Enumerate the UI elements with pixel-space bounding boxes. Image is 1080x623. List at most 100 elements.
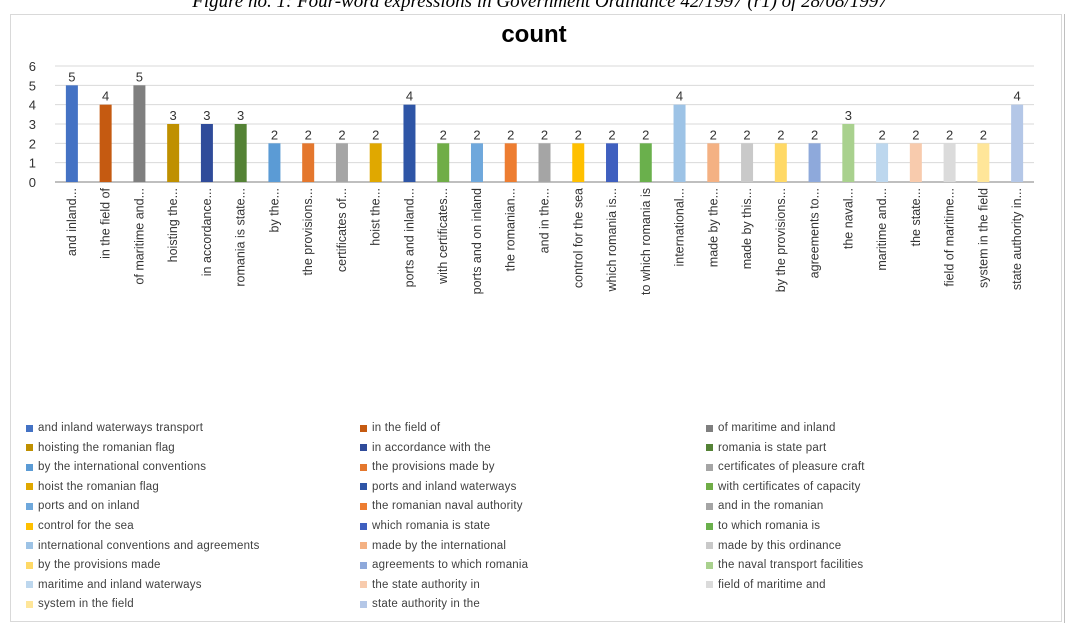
legend-swatch bbox=[360, 502, 367, 510]
x-tick-label: the state... bbox=[909, 188, 923, 246]
legend-item: control for the sea bbox=[26, 517, 134, 535]
bar bbox=[335, 143, 348, 182]
bar bbox=[437, 143, 450, 182]
y-tick-label: 5 bbox=[29, 78, 36, 93]
legend-item: certificates of pleasure craft bbox=[706, 458, 865, 476]
legend-swatch bbox=[706, 483, 713, 491]
data-label: 3 bbox=[845, 108, 852, 123]
legend-item: the provisions made by bbox=[360, 458, 495, 476]
legend-item: which romania is state bbox=[360, 517, 490, 535]
legend-item: international conventions and agreements bbox=[26, 537, 260, 555]
legend-item: hoisting the romanian flag bbox=[26, 439, 175, 457]
y-tick-label: 2 bbox=[29, 136, 36, 151]
x-tick-label: which romania is... bbox=[605, 188, 619, 293]
legend-item: by the provisions made bbox=[26, 556, 161, 574]
legend-swatch bbox=[26, 424, 33, 432]
bar bbox=[639, 143, 652, 182]
legend-label: romania is state part bbox=[718, 441, 827, 454]
x-tick-label: certificates of... bbox=[335, 188, 349, 272]
x-tick-label: to which romania is bbox=[639, 188, 653, 295]
legend-swatch bbox=[706, 561, 713, 569]
legend-item: state authority in the bbox=[360, 595, 480, 613]
x-tick-label: system in the field bbox=[976, 188, 990, 288]
legend-label: the romanian naval authority bbox=[372, 500, 523, 513]
legend-label: with certificates of capacity bbox=[718, 480, 861, 493]
legend-swatch bbox=[26, 600, 33, 608]
legend-label: in accordance with the bbox=[372, 441, 491, 454]
legend-label: made by the international bbox=[372, 539, 507, 552]
x-tick-label: field of maritime... bbox=[943, 188, 957, 287]
legend-item: system in the field bbox=[26, 595, 134, 613]
legend-item: ports and on inland bbox=[26, 497, 140, 515]
x-axis-ticks: and inland... in the field of of maritime … bbox=[65, 187, 1024, 295]
bar bbox=[876, 143, 889, 182]
legend-swatch bbox=[26, 542, 33, 550]
legend-swatch bbox=[360, 424, 367, 432]
legend-item: in the field of bbox=[360, 419, 440, 437]
legend-item: agreements to which romania bbox=[360, 556, 528, 574]
legend-item: romania is state part bbox=[706, 439, 826, 457]
data-label: 2 bbox=[980, 127, 987, 142]
legend-label: state authority in the bbox=[372, 598, 480, 611]
y-tick-label: 1 bbox=[29, 156, 36, 171]
data-label: 2 bbox=[473, 127, 480, 142]
legend-swatch bbox=[706, 463, 713, 471]
bar bbox=[943, 143, 956, 182]
bar bbox=[403, 104, 416, 182]
chart-frame bbox=[10, 14, 1062, 622]
bar bbox=[200, 124, 213, 182]
legend-swatch bbox=[26, 483, 33, 491]
legend-label: which romania is state bbox=[372, 520, 491, 532]
legend-label: agreements to which romania bbox=[372, 559, 529, 572]
bar bbox=[504, 143, 517, 182]
legend-item: with certificates of capacity bbox=[706, 478, 861, 496]
x-tick-label: romania is state... bbox=[234, 188, 248, 287]
legend-item: the state authority in bbox=[360, 576, 480, 594]
legend-item: hoist the romanian flag bbox=[26, 478, 159, 496]
data-label: 5 bbox=[136, 69, 143, 84]
data-label: 2 bbox=[608, 127, 615, 142]
x-tick-label: made by this... bbox=[740, 188, 754, 269]
data-label: 3 bbox=[237, 108, 244, 123]
legend-item: made by this ordinance bbox=[706, 537, 841, 555]
x-tick-label: state authority in... bbox=[1010, 188, 1024, 290]
x-tick-label: in the field of bbox=[99, 187, 113, 258]
bar bbox=[774, 143, 787, 182]
legend-label: to which romania is bbox=[718, 520, 821, 532]
legend-label: certificates of pleasure craft bbox=[718, 461, 865, 474]
legend-swatch bbox=[360, 581, 367, 589]
legend-item: by the international conventions bbox=[26, 458, 206, 476]
data-label: 4 bbox=[1014, 89, 1021, 104]
legend-swatch bbox=[360, 483, 367, 491]
bar bbox=[470, 143, 483, 182]
bar bbox=[99, 104, 112, 182]
data-label: 2 bbox=[541, 127, 548, 142]
bar-chart: count 0 1 2 3 4 5 6 5 4 5 3 3 3 2 2 2 2 4 2 2 2 2 2 2 2 4 2 2 2 2 3 2 2… bbox=[29, 21, 1034, 295]
data-label: 2 bbox=[372, 127, 379, 142]
figure-caption: Figure no. 1: Four-word expressions in G… bbox=[192, 0, 888, 12]
x-tick-label: the romanian... bbox=[504, 188, 518, 271]
bar bbox=[268, 143, 281, 182]
bar bbox=[1011, 104, 1024, 182]
legend-swatch bbox=[706, 444, 713, 452]
legend-item: of maritime and inland bbox=[706, 419, 836, 437]
data-label: 4 bbox=[676, 89, 683, 104]
legend-item: maritime and inland waterways bbox=[26, 576, 202, 594]
legend-item: field of maritime and bbox=[706, 576, 826, 594]
legend-swatch bbox=[360, 463, 367, 471]
data-label: 2 bbox=[777, 127, 784, 142]
data-label: 3 bbox=[170, 108, 177, 123]
legend-label: in the field of bbox=[372, 422, 441, 434]
x-tick-label: the provisions... bbox=[301, 188, 315, 276]
data-label: 2 bbox=[338, 127, 345, 142]
data-label: 2 bbox=[575, 127, 582, 142]
legend-swatch bbox=[706, 542, 713, 550]
x-tick-label: hoist the... bbox=[369, 188, 383, 246]
x-tick-label: hoisting the... bbox=[166, 188, 180, 262]
legend-label: the naval transport facilities bbox=[718, 559, 864, 572]
legend-swatch bbox=[26, 444, 33, 452]
bar bbox=[842, 124, 855, 182]
legend-item: ports and inland waterways bbox=[360, 478, 517, 496]
bar bbox=[302, 143, 315, 182]
bar bbox=[977, 143, 990, 182]
